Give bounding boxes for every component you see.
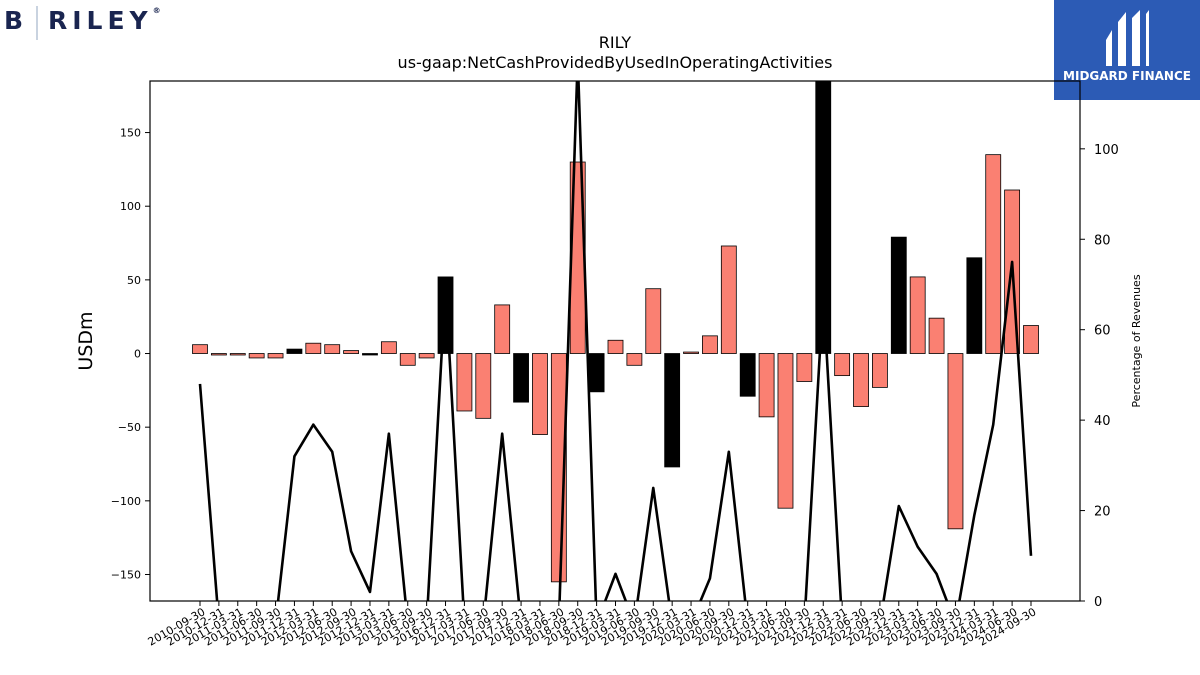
y-tick-label: −50 xyxy=(118,421,141,434)
y-tick-label: −100 xyxy=(111,495,141,508)
midgard-emblem-icon xyxy=(1106,10,1149,66)
bar-2023-03-31 xyxy=(909,276,926,354)
bar-2017-06-30 xyxy=(475,353,492,419)
bar-2020-12-31 xyxy=(739,353,756,397)
bar-2012-06-30 xyxy=(324,344,341,354)
y-tick-label: −150 xyxy=(111,568,141,581)
bar-2021-06-30 xyxy=(777,353,794,509)
y-tick-label: 0 xyxy=(134,348,141,361)
bar-2017-09-30 xyxy=(494,304,511,354)
bar-2011-12-31 xyxy=(286,348,303,354)
y-axis-label: USDm xyxy=(75,311,97,370)
bar-2018-03-31 xyxy=(532,353,548,435)
midgard-finance-logo: MIDGARD FINANCE xyxy=(1054,0,1200,100)
bar-2011-06-30 xyxy=(248,353,265,359)
logo-wordmark-text: RILEY xyxy=(48,6,153,35)
midgard-finance-wordmark: MIDGARD FINANCE xyxy=(1063,69,1191,83)
bar-2024-09-30 xyxy=(1023,325,1039,354)
bar-2020-09-30 xyxy=(720,245,737,354)
bar-2022-03-31 xyxy=(834,353,851,377)
bar-2013-06-30 xyxy=(399,353,416,366)
bar-2019-03-31 xyxy=(607,339,624,354)
bar-2019-06-30 xyxy=(626,353,643,366)
bar-2021-03-31 xyxy=(758,353,775,418)
logo-divider xyxy=(36,6,38,40)
y2-tick-label: 0 xyxy=(1094,595,1102,610)
b-riley-logo: B RILEY® xyxy=(0,0,200,45)
plot-area: −150−100−500501001500204060801002010-09-… xyxy=(111,80,1119,649)
logo-initial: B xyxy=(4,6,24,35)
bar-2013-03-31 xyxy=(380,341,397,354)
bar-2022-12-31 xyxy=(890,236,907,354)
bar-2013-09-30 xyxy=(418,353,435,359)
y2-tick-label: 100 xyxy=(1094,143,1119,158)
bar-2021-12-31 xyxy=(815,81,832,354)
bar-2012-03-31 xyxy=(305,342,322,354)
y-tick-label: 100 xyxy=(120,200,141,213)
logo-registered-mark: ® xyxy=(152,6,161,15)
bar-2023-12-31 xyxy=(966,257,983,354)
bar-2017-03-31 xyxy=(456,353,473,412)
bar-2012-12-31 xyxy=(362,353,378,356)
bar-2011-03-31 xyxy=(229,353,246,356)
bar-2010-12-31 xyxy=(210,353,227,356)
bar-2020-03-31 xyxy=(683,351,699,354)
bar-2019-09-30 xyxy=(645,288,662,354)
bar-2011-09-30 xyxy=(267,353,284,359)
bar-2018-12-31 xyxy=(588,353,605,393)
y2-axis-label: Percentage of Revenues xyxy=(1130,274,1143,407)
y-tick-label: 50 xyxy=(127,274,141,287)
logo-wordmark: RILEY® xyxy=(48,6,161,35)
bar-2024-03-31 xyxy=(985,154,1002,354)
y2-tick-label: 40 xyxy=(1094,414,1111,429)
bar-2022-09-30 xyxy=(872,353,888,388)
bar-2021-09-30 xyxy=(796,353,813,382)
chart-title: RILY xyxy=(599,33,632,52)
bar-2023-09-30 xyxy=(947,353,964,530)
bar-2012-09-30 xyxy=(343,350,359,354)
y2-tick-label: 80 xyxy=(1094,233,1111,248)
bar-2017-12-31 xyxy=(513,353,529,403)
y-tick-label: 150 xyxy=(120,127,141,140)
y2-tick-label: 20 xyxy=(1094,505,1111,520)
y2-tick-label: 60 xyxy=(1094,324,1111,339)
line-series-percentage-of-revenues xyxy=(198,81,1033,601)
bar-2010-09-30 xyxy=(192,344,208,354)
bar-2019-12-31 xyxy=(664,353,681,468)
chart-subtitle: us-gaap:NetCashProvidedByUsedInOperating… xyxy=(398,53,833,72)
bar-2022-06-30 xyxy=(853,353,869,407)
bar-2023-06-30 xyxy=(928,317,945,354)
bar-2020-06-30 xyxy=(702,335,718,354)
